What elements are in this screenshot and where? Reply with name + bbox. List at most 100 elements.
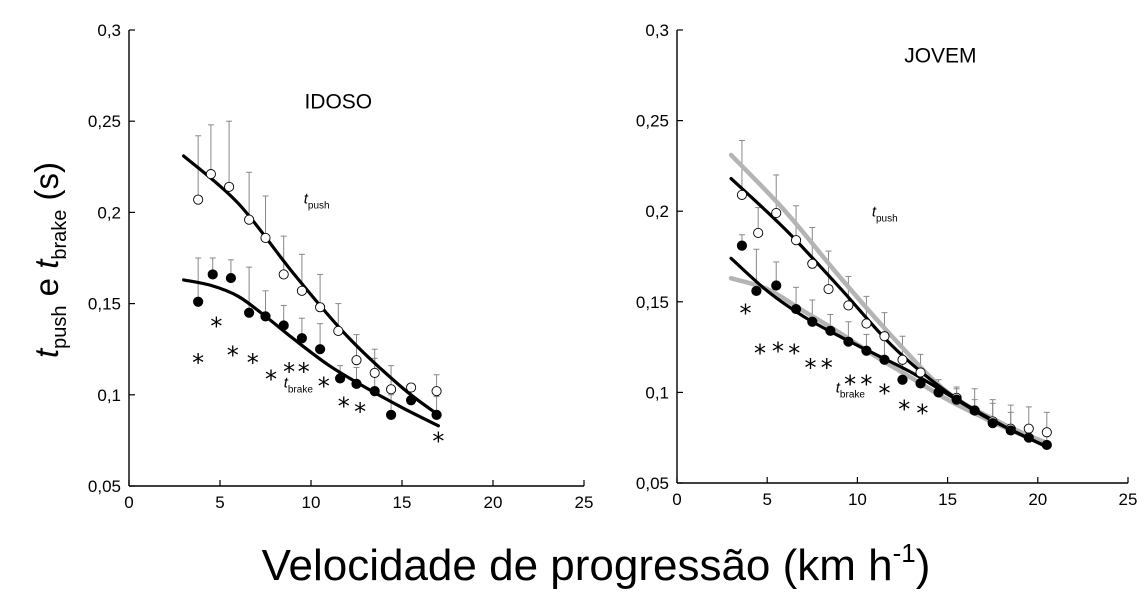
data-point-push (897, 354, 908, 365)
x-tick-label: 0 (672, 490, 681, 509)
data-point-brake (771, 280, 782, 291)
data-point-brake (193, 296, 204, 307)
y-tick-label: 0,25 (88, 112, 121, 131)
data-point-brake (278, 320, 289, 331)
data-point-brake (1041, 439, 1052, 451)
data-point-brake (825, 325, 836, 336)
y-label-unit: (s) (28, 162, 65, 210)
significance-star: * (860, 370, 872, 398)
significance-star: * (772, 338, 784, 366)
y-tick-label: 0,15 (636, 293, 669, 312)
x-tick-label: 20 (484, 493, 503, 512)
x-tick-label: 10 (848, 490, 867, 509)
x-tick-label: 25 (575, 493, 594, 512)
data-point-push (843, 300, 854, 311)
series-label-push: tpush (872, 204, 898, 225)
x-tick-label: 5 (215, 493, 224, 512)
data-point-push (244, 214, 255, 225)
data-point-brake (915, 378, 926, 389)
x-tick-label: 20 (1028, 490, 1047, 509)
x-tick-label: 15 (393, 493, 412, 512)
y-tick-label: 0,2 (97, 203, 121, 222)
data-point-push (915, 367, 926, 378)
x-label-main: Velocidade de progressão (km h (262, 541, 893, 590)
x-tick-label: 0 (124, 493, 133, 512)
significance-star: * (754, 340, 766, 368)
significance-star: * (432, 427, 444, 455)
data-point-push (193, 194, 204, 205)
data-point-brake (385, 409, 397, 420)
y-label-sub2: brake (49, 210, 71, 260)
significance-star: * (192, 349, 204, 377)
data-point-brake (807, 316, 818, 327)
data-point-push (333, 325, 344, 337)
data-point-brake (736, 240, 748, 251)
significance-star: * (740, 300, 752, 328)
x-tick-label: 25 (1119, 490, 1138, 509)
data-point-brake (244, 307, 255, 318)
data-point-push (771, 207, 782, 219)
significance-star: * (788, 340, 800, 368)
data-point-push (791, 235, 802, 246)
data-point-brake (1005, 425, 1016, 436)
series-label-sub: push (308, 200, 330, 211)
y-tick-label: 0,05 (88, 477, 121, 496)
data-point-brake (987, 418, 998, 429)
data-point-push (431, 386, 442, 397)
series-label-push: tpush (304, 190, 330, 211)
fit-curve (729, 256, 1049, 449)
significance-star: * (265, 365, 277, 393)
significance-star: * (338, 393, 350, 421)
data-point-brake (861, 345, 872, 356)
y-tick-label: 0,25 (636, 112, 669, 131)
chart-jovem: 0 5 10 15 20 250,050,10,150,20,250,3JOVEMtpus… (636, 21, 1138, 509)
significance-star: * (318, 373, 330, 401)
y-label-t1: t (28, 347, 65, 358)
series-label-sub: brake (840, 389, 865, 400)
significance-star: * (804, 354, 816, 382)
significance-star: * (844, 370, 856, 398)
data-point-brake (225, 272, 237, 284)
significance-star: * (247, 349, 259, 377)
data-point-brake (335, 373, 346, 384)
data-point-push (736, 189, 747, 200)
data-point-push (1023, 423, 1034, 434)
x-axis-label: Velocidade de progressão (km h-1) (262, 538, 931, 590)
data-point-brake (751, 285, 762, 297)
y-tick-label: 0,3 (97, 21, 121, 40)
data-point-push (205, 169, 216, 180)
panel-label: IDOSO (304, 90, 372, 113)
data-point-brake (431, 409, 442, 420)
series-label-t: t (836, 379, 841, 396)
x-tick-label: 15 (938, 490, 957, 509)
series-label-t: t (872, 204, 877, 221)
series-label-t: t (304, 190, 309, 207)
data-point-push (315, 302, 326, 313)
data-point-push (879, 331, 890, 342)
data-point-push (296, 285, 307, 296)
data-point-brake (969, 405, 980, 416)
y-label-mid: e (28, 269, 65, 306)
data-point-push (369, 367, 380, 378)
series-label-sub: brake (288, 385, 313, 396)
series-label-brake: tbrake (284, 375, 314, 396)
y-tick-label: 0,2 (645, 202, 669, 221)
data-point-push (260, 232, 271, 243)
fit-curve (182, 154, 440, 417)
data-point-brake (897, 374, 908, 385)
data-point-brake (1023, 432, 1034, 443)
data-point-brake (951, 394, 962, 405)
significance-star: * (916, 399, 928, 427)
data-point-push (1041, 427, 1052, 438)
significance-star: * (821, 354, 833, 382)
significance-star: * (354, 398, 366, 426)
series-label-sub: push (876, 214, 898, 225)
data-point-brake (315, 344, 326, 355)
fit-curve (182, 278, 440, 428)
significance-star: * (210, 312, 222, 340)
data-point-push (278, 269, 289, 280)
series-label-t: t (284, 375, 289, 392)
data-point-brake (296, 333, 307, 344)
data-point-push (224, 181, 235, 192)
